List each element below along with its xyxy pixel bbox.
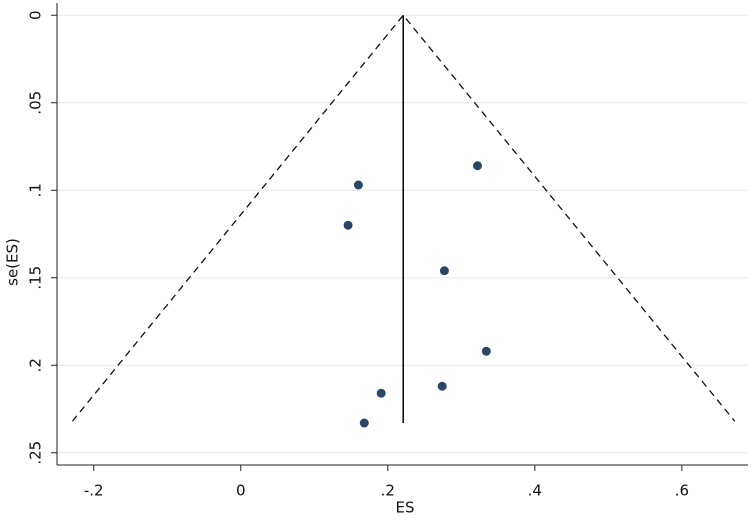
x-tick-label: 0 [236,482,246,500]
y-tick-label: .05 [27,91,45,115]
y-tick-label: .1 [27,183,45,197]
y-tick-label: .15 [27,266,45,290]
y-tick-label: 0 [27,10,45,20]
point [472,161,482,171]
x-tick-label: .2 [381,482,395,500]
point [481,346,491,356]
point [376,388,386,398]
point [439,266,449,276]
funnel-line [71,14,736,422]
x-tick-label: .6 [675,482,689,500]
x-tick-label: .4 [528,482,542,500]
y-axis-title: se(ES) [4,238,22,286]
y-tick-label: .25 [27,441,45,465]
point [353,180,363,190]
point [343,220,353,230]
x-tick-label: -.2 [84,482,104,500]
point [359,418,369,428]
x-axis-title: ES [396,499,415,517]
y-tick-label: .2 [27,358,45,372]
point [437,381,447,391]
